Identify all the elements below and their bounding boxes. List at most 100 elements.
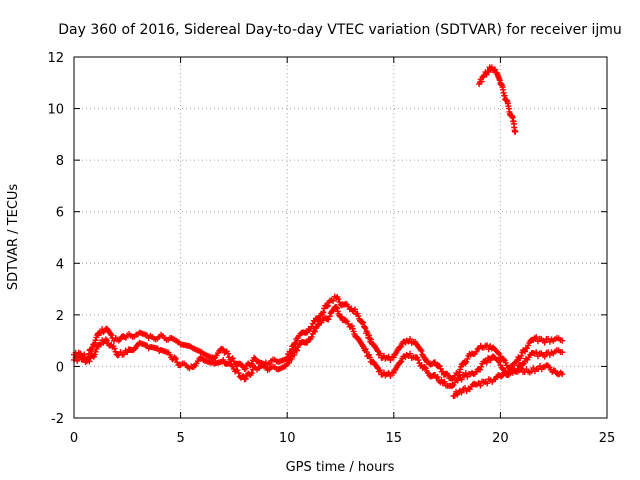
data-point-run	[533, 349, 545, 360]
data-point	[512, 128, 519, 135]
data-point-run	[507, 358, 520, 371]
data-point-run	[434, 373, 445, 386]
data-point-run	[518, 365, 530, 376]
data-point-run	[348, 323, 360, 341]
data-point	[102, 336, 109, 343]
data-point-run	[370, 358, 381, 372]
data-point-run	[509, 365, 521, 376]
data-point-run	[312, 312, 324, 323]
data-point-run	[398, 338, 409, 350]
data-point-run	[440, 370, 452, 379]
data-point-run	[147, 332, 161, 343]
data-point-run	[179, 360, 193, 372]
data-point	[418, 347, 425, 354]
data-point-run	[413, 340, 424, 353]
data-point-run	[419, 364, 430, 375]
data-point-run	[117, 333, 129, 343]
data-point-run	[462, 370, 472, 380]
chart-title: Day 360 of 2016, Sidereal Day-to-day VTE…	[58, 22, 622, 38]
data-point-run	[377, 350, 387, 361]
data-point-run	[104, 337, 115, 349]
y-tick-label: -2	[51, 412, 64, 427]
data-point-run	[264, 363, 278, 374]
data-point-run	[275, 356, 289, 365]
data-point	[484, 68, 491, 75]
data-point-run	[341, 300, 353, 313]
data-point-run	[477, 342, 487, 351]
data-point-run	[526, 364, 538, 376]
data-point-run	[103, 325, 115, 339]
data-point-run	[158, 331, 172, 343]
data-point-run	[334, 305, 345, 321]
data-point-run	[179, 341, 193, 350]
data-point-run	[232, 367, 247, 381]
y-tick-label: 0	[56, 360, 64, 375]
x-tick-label: 15	[386, 431, 403, 446]
data-point-run	[296, 329, 311, 339]
data-point-run	[285, 346, 300, 366]
data-point-run	[355, 336, 367, 350]
data-point	[333, 304, 340, 311]
data-point-run	[328, 293, 338, 304]
data-point-run	[506, 108, 516, 121]
data-point-run	[136, 329, 151, 339]
data-point-run	[242, 354, 258, 372]
data-point-run	[370, 341, 381, 355]
data-point-run	[97, 326, 108, 337]
data-point-run	[168, 335, 183, 346]
data-point	[311, 328, 318, 335]
x-tick-label: 5	[176, 431, 184, 446]
data-point-run	[72, 353, 82, 364]
y-tick-label: 4	[56, 257, 64, 272]
data-point-run	[221, 348, 236, 363]
x-tick-label: 25	[599, 431, 616, 446]
data-point-run	[110, 335, 121, 344]
data-point-run	[319, 315, 332, 323]
x-tick-label: 20	[492, 431, 509, 446]
data-point-run	[157, 346, 172, 356]
axis-ticks: 0 5 10 15 20 25 -2 0 2 4 6 8 10 12	[47, 51, 615, 446]
data-point-run	[515, 347, 529, 362]
y-tick-label: 10	[47, 103, 64, 118]
grid-lines	[74, 57, 607, 418]
data-point-run	[490, 353, 503, 365]
data-point-run	[275, 362, 289, 373]
data-point-run	[484, 342, 494, 353]
data-point-run	[398, 353, 409, 365]
data-point-run	[426, 371, 439, 380]
data-point-run	[515, 358, 528, 369]
data-point	[559, 337, 566, 344]
data-point-run	[413, 354, 424, 369]
data-point	[220, 356, 227, 363]
data-point	[397, 359, 404, 366]
data-point-run	[125, 343, 140, 354]
data-point-run	[361, 324, 375, 347]
data-point-run	[78, 354, 89, 366]
data-point-run	[483, 355, 494, 366]
data-point-run	[447, 370, 460, 382]
y-tick-label: 6	[56, 206, 64, 221]
y-axis-label: SDTVAR / TECUs	[6, 184, 21, 291]
data-point-run	[355, 313, 367, 326]
x-tick-label: 10	[279, 431, 296, 446]
data-point-run	[500, 369, 513, 379]
data-point-run	[481, 69, 490, 79]
data-point-run	[147, 343, 161, 352]
data-point-run	[221, 360, 236, 370]
data-point-run	[484, 376, 496, 387]
y-tick-label: 8	[56, 154, 64, 169]
data-point-run	[253, 362, 268, 373]
data-point-run	[489, 66, 499, 74]
data-point	[480, 73, 487, 80]
x-axis-label: GPS time / hours	[286, 460, 395, 475]
data-point-run	[136, 339, 151, 349]
data-point	[559, 349, 566, 356]
data-point-run	[419, 351, 430, 365]
data-point-run	[319, 299, 332, 318]
data-point-run	[524, 336, 537, 352]
y-tick-label: 12	[47, 51, 64, 66]
data-point-run	[533, 334, 545, 345]
data-point-run	[458, 385, 470, 396]
data-point-run	[211, 358, 225, 367]
